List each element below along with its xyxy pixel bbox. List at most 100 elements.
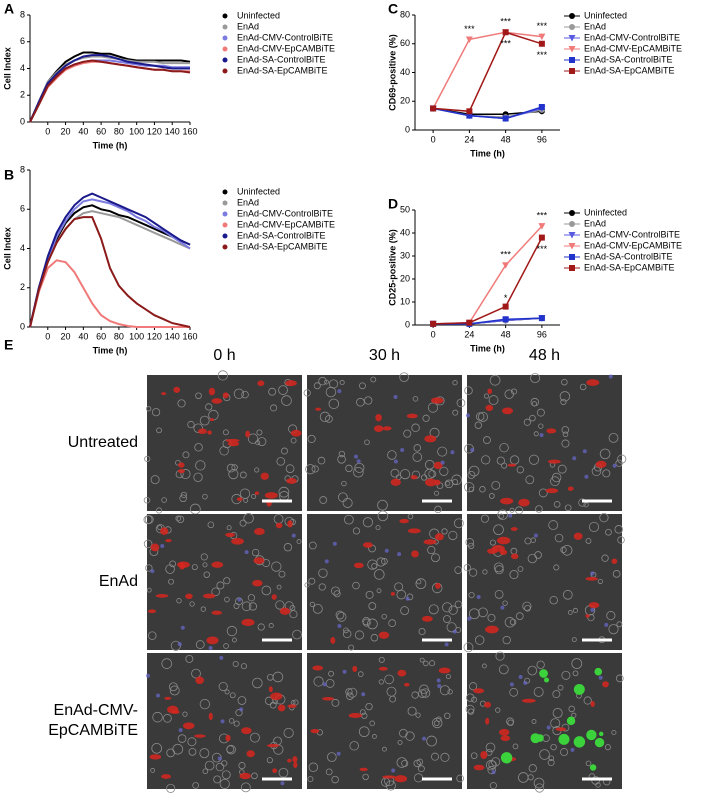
red-cell <box>378 631 390 639</box>
annotation: *** <box>500 39 511 49</box>
cell <box>509 570 519 580</box>
cell <box>612 570 621 578</box>
red-cell <box>183 722 195 730</box>
blue-cell <box>239 707 244 712</box>
red-cell <box>359 767 368 772</box>
red-cell <box>285 380 297 387</box>
blue-cell <box>219 655 224 660</box>
legend-label: Uninfected <box>584 10 627 20</box>
red-cell <box>473 764 485 771</box>
legend-marker <box>222 244 228 250</box>
cell <box>420 688 431 698</box>
red-cell <box>500 497 514 505</box>
cell <box>509 618 517 626</box>
cell <box>400 469 411 480</box>
cell <box>331 775 339 784</box>
green-cell <box>598 731 604 737</box>
cell <box>533 777 545 789</box>
x-axis-label: Time (h) <box>470 343 505 353</box>
blue-cell <box>508 513 513 518</box>
red-cell <box>177 468 185 474</box>
cell <box>489 782 497 790</box>
panel-label: C <box>388 1 398 17</box>
cell <box>412 396 419 402</box>
red-cell <box>352 665 358 673</box>
cell <box>454 600 463 609</box>
cell <box>481 663 487 669</box>
red-cell <box>510 527 518 531</box>
cell <box>312 603 323 614</box>
series-line <box>29 198 191 328</box>
cell <box>370 376 377 383</box>
marker <box>568 35 576 42</box>
cell <box>509 687 519 697</box>
blue-cell <box>570 747 575 752</box>
micrograph <box>465 651 624 793</box>
cell <box>557 464 567 474</box>
red-cell <box>195 676 204 685</box>
cell <box>325 768 333 776</box>
cell <box>152 711 163 723</box>
cell <box>439 685 450 696</box>
red-cell <box>484 701 491 708</box>
cell <box>381 746 387 752</box>
cell <box>535 505 543 513</box>
cell <box>240 663 247 670</box>
cell <box>313 382 321 390</box>
cell <box>278 385 288 395</box>
cell <box>365 702 373 711</box>
blue-cell <box>465 413 470 418</box>
cell <box>608 432 619 443</box>
red-cell <box>586 379 600 386</box>
cell <box>278 486 290 498</box>
marker <box>502 316 509 323</box>
cell <box>347 687 358 698</box>
cell <box>550 476 560 487</box>
red-cell <box>434 533 444 541</box>
cell <box>285 464 295 473</box>
cell <box>478 411 488 422</box>
legend-marker <box>222 200 228 206</box>
cell <box>504 617 516 628</box>
y-tick-label: 4 <box>20 243 25 253</box>
cell <box>451 474 462 486</box>
cell <box>195 640 205 649</box>
cell <box>494 565 504 575</box>
cell <box>199 748 210 759</box>
cell <box>516 466 524 474</box>
cell <box>436 716 442 722</box>
cell <box>223 577 231 585</box>
red-cell <box>155 594 169 598</box>
cell <box>255 440 261 446</box>
cell <box>431 717 443 729</box>
cell <box>445 674 451 680</box>
cell <box>239 519 247 527</box>
red-cell <box>185 593 193 600</box>
blue-cell <box>476 595 481 600</box>
cell <box>456 774 464 783</box>
blue-cell <box>180 625 185 630</box>
red-cell <box>209 418 214 422</box>
cell <box>205 403 213 411</box>
red-cell <box>286 477 297 484</box>
red-cell <box>231 537 244 545</box>
cell <box>348 644 355 651</box>
cell <box>561 544 573 556</box>
cell <box>271 561 282 572</box>
blue-cell <box>444 642 449 647</box>
cell <box>583 696 592 705</box>
red-cell <box>411 550 419 558</box>
series-line <box>29 259 190 328</box>
cell <box>539 749 550 760</box>
green-cell <box>589 764 597 771</box>
blue-cell <box>509 682 514 687</box>
cell <box>308 577 316 585</box>
blue-cell <box>220 719 225 724</box>
marker <box>569 68 575 74</box>
cell <box>180 468 191 480</box>
cell <box>452 380 458 386</box>
cell <box>561 670 571 680</box>
y-tick-label: 20 <box>400 96 410 106</box>
cell <box>337 455 346 464</box>
cell <box>611 729 617 736</box>
